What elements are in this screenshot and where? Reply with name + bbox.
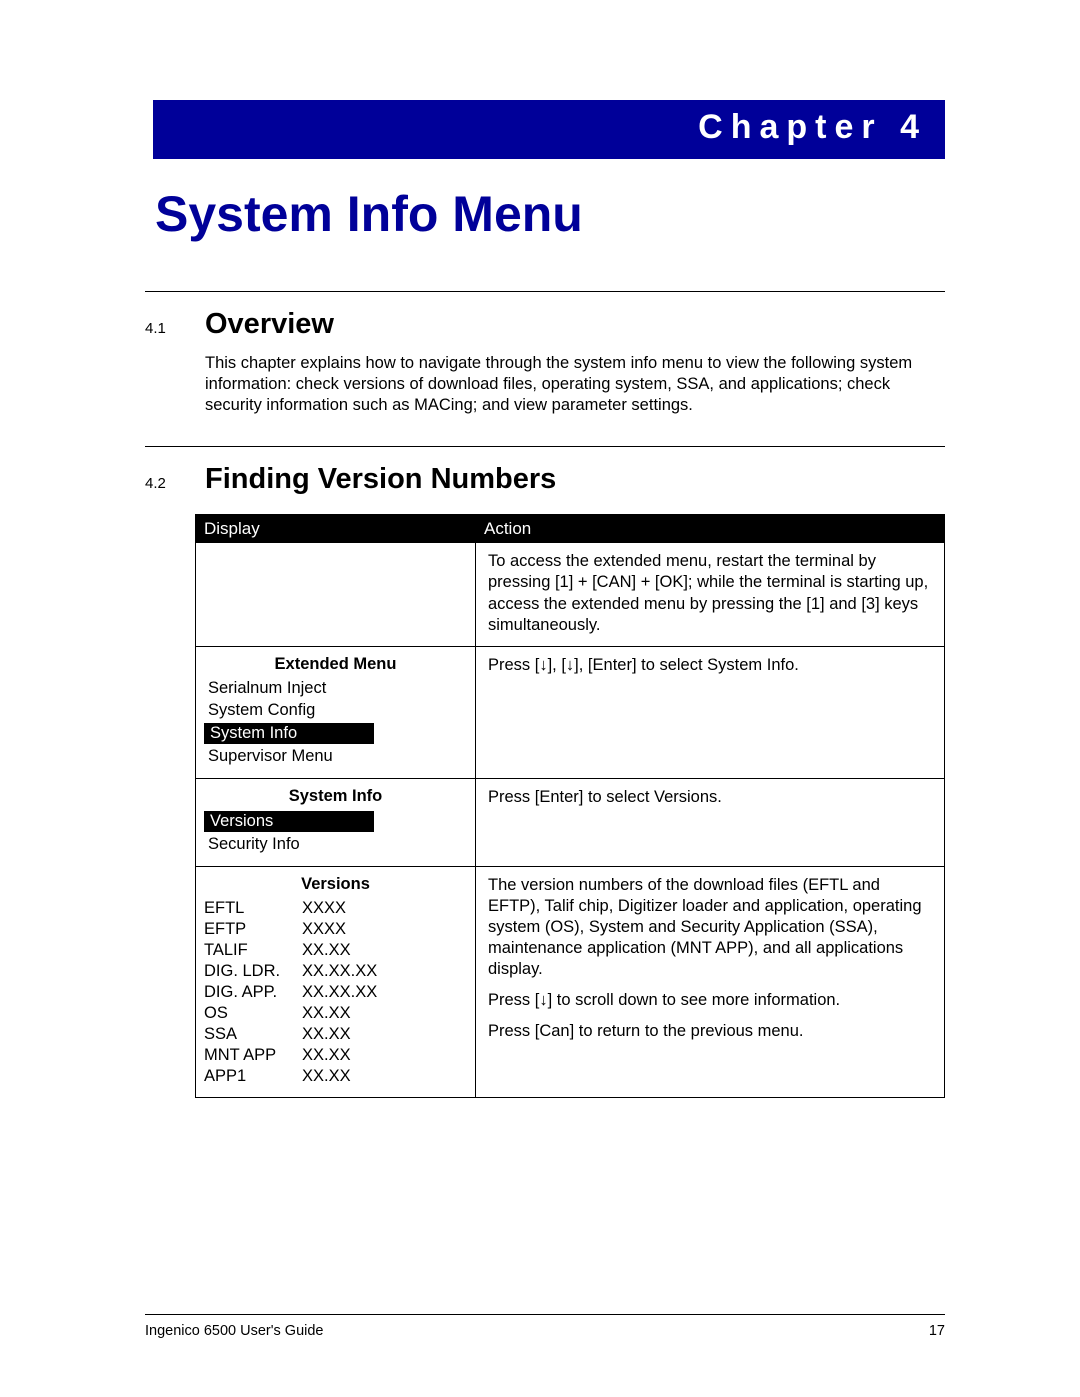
version-row: OS XX.XX [204, 1003, 467, 1024]
version-value: XX.XX.XX [302, 983, 377, 1002]
version-row: EFTL XXXX [204, 898, 467, 919]
action-cell: Press [↓], [↓], [Enter] to select System… [476, 647, 944, 778]
table-row: System Info Versions Security Info Press… [196, 778, 944, 866]
menu-item: System Config [204, 700, 467, 721]
table-header-display: Display [196, 515, 476, 543]
menu-title: Extended Menu [204, 655, 467, 674]
version-row: SSA XX.XX [204, 1024, 467, 1045]
display-cell: Extended Menu Serialnum Inject System Co… [196, 647, 476, 778]
divider [145, 291, 945, 292]
version-label: APP1 [204, 1067, 296, 1086]
version-row: APP1 XX.XX [204, 1066, 467, 1087]
table-header-action: Action [476, 515, 944, 543]
page-title: System Info Menu [155, 185, 945, 243]
version-value: XXXX [302, 920, 346, 939]
action-cell: To access the extended menu, restart the… [476, 543, 944, 645]
version-row: DIG. APP. XX.XX.XX [204, 982, 467, 1003]
version-value: XX.XX [302, 1067, 351, 1086]
version-label: OS [204, 1004, 296, 1023]
version-label: TALIF [204, 941, 296, 960]
version-label: DIG. LDR. [204, 962, 296, 981]
menu-title: System Info [204, 787, 467, 806]
display-cell [196, 543, 476, 645]
version-label: EFTL [204, 899, 296, 918]
menu-item: Security Info [204, 834, 467, 855]
version-row: TALIF XX.XX [204, 940, 467, 961]
version-value: XX.XX [302, 941, 351, 960]
section-heading: Overview [205, 308, 334, 341]
version-value: XXXX [302, 899, 346, 918]
version-value: XX.XX [302, 1046, 351, 1065]
menu-item: Serialnum Inject [204, 678, 467, 699]
menu-item: Supervisor Menu [204, 746, 467, 767]
section-number: 4.2 [145, 475, 205, 492]
table-row: Extended Menu Serialnum Inject System Co… [196, 646, 944, 778]
version-label: MNT APP [204, 1046, 296, 1065]
version-value: XX.XX.XX [302, 962, 377, 981]
action-cell: The version numbers of the download file… [476, 867, 944, 1097]
footer-left: Ingenico 6500 User's Guide [145, 1323, 324, 1339]
footer-rule-wrap [145, 1314, 945, 1319]
section-body: This chapter explains how to navigate th… [205, 353, 945, 416]
version-value: XX.XX [302, 1025, 351, 1044]
version-label: DIG. APP. [204, 983, 296, 1002]
section-heading: Finding Version Numbers [205, 463, 556, 496]
section-heading-row: 4.2 Finding Version Numbers [145, 463, 945, 496]
menu-item-selected: System Info [204, 723, 374, 744]
action-cell: Press [Enter] to select Versions. [476, 779, 944, 866]
section-number: 4.1 [145, 320, 205, 337]
table-row: Versions EFTL XXXX EFTP XXXX TALIF XX.XX DI… [196, 866, 944, 1097]
version-value: XX.XX [302, 1004, 351, 1023]
chapter-bar: Chapter 4 [153, 100, 945, 159]
action-paragraph: The version numbers of the download file… [488, 875, 934, 981]
section-heading-row: 4.1 Overview [145, 308, 945, 341]
footer-divider [145, 1314, 945, 1315]
version-label: SSA [204, 1025, 296, 1044]
menu-title: Versions [204, 875, 467, 894]
version-row: MNT APP XX.XX [204, 1045, 467, 1066]
page: Chapter 4 System Info Menu 4.1 Overview … [0, 0, 1080, 1397]
divider [145, 446, 945, 447]
action-paragraph: Press [↓] to scroll down to see more inf… [488, 990, 934, 1011]
version-row: EFTP XXXX [204, 919, 467, 940]
footer-page-number: 17 [929, 1323, 945, 1339]
display-cell: System Info Versions Security Info [196, 779, 476, 866]
page-footer: Ingenico 6500 User's Guide 17 [145, 1323, 945, 1339]
version-row: DIG. LDR. XX.XX.XX [204, 961, 467, 982]
display-cell: Versions EFTL XXXX EFTP XXXX TALIF XX.XX DI… [196, 867, 476, 1097]
action-paragraph: Press [Can] to return to the previous me… [488, 1021, 934, 1042]
menu-item-selected: Versions [204, 811, 374, 832]
table-row: To access the extended menu, restart the… [196, 543, 944, 645]
table-header-row: Display Action [196, 515, 944, 543]
instruction-table: Display Action To access the extended me… [195, 514, 945, 1097]
version-label: EFTP [204, 920, 296, 939]
